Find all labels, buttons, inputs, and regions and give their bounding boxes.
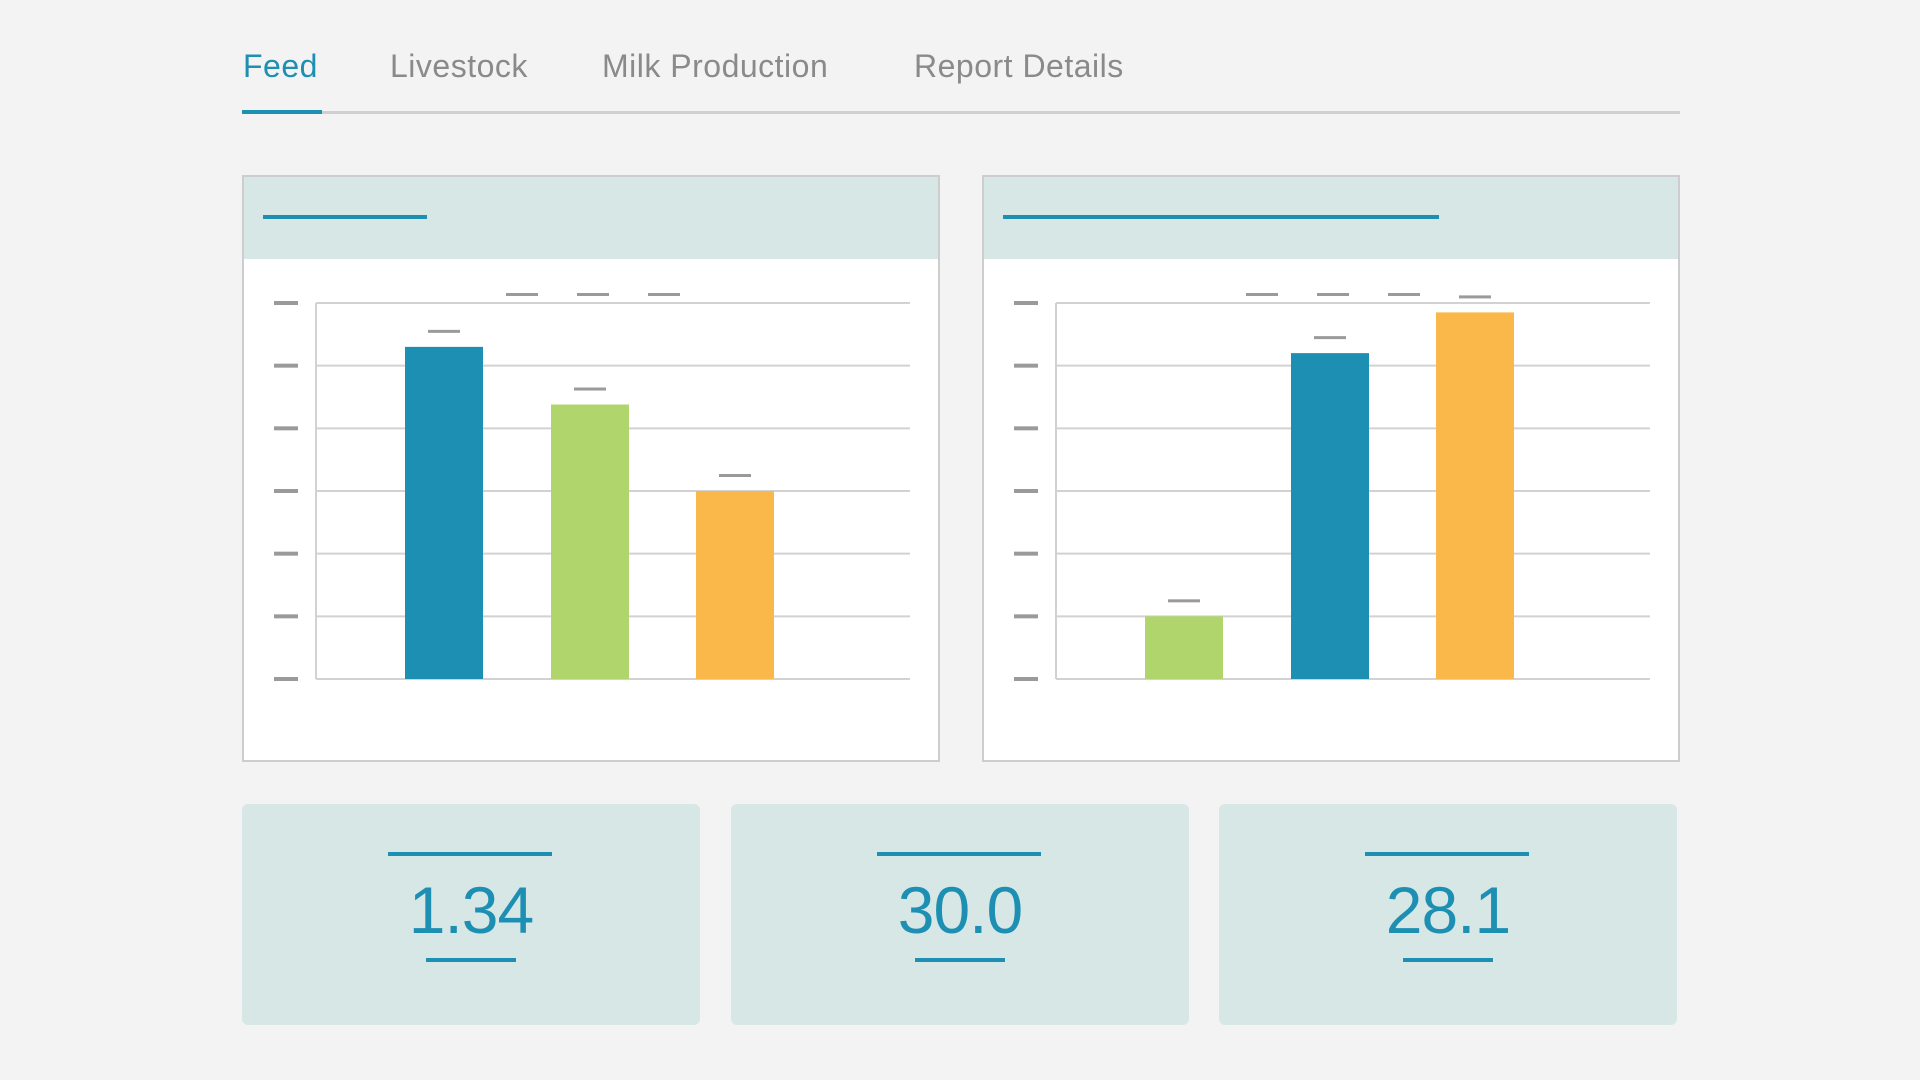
y-tick-label-placeholder: [1014, 677, 1038, 681]
chart-card-1-title-placeholder: [263, 215, 427, 219]
stat-card-1-value: 1.34: [408, 873, 534, 947]
stat-card-3: 28.1: [1219, 804, 1677, 1025]
y-tick-label-placeholder: [1014, 489, 1038, 493]
legend-label-placeholder-2: [577, 293, 609, 296]
stat-card-2-value: 30.0: [897, 873, 1023, 947]
legend-label-placeholder-2: [1317, 293, 1349, 296]
tab-livestock[interactable]: Livestock: [390, 48, 528, 85]
data-label-placeholder-2: [1314, 336, 1346, 340]
y-tick-label-placeholder: [1014, 551, 1038, 556]
stat-card-1-label-placeholder: [388, 852, 552, 856]
bar-3: [1436, 312, 1514, 679]
tab-feed-label: Feed: [243, 48, 318, 84]
chart-card-1: [242, 175, 940, 762]
y-tick-label-placeholder: [274, 551, 298, 556]
y-tick-label-placeholder: [1014, 363, 1038, 368]
stat-card-2-unit-placeholder: [915, 958, 1005, 962]
y-tick-label-placeholder: [274, 677, 298, 681]
bar-2: [1291, 353, 1369, 679]
legend-label-placeholder-3: [648, 293, 680, 296]
y-tick-label-placeholder: [274, 489, 298, 493]
tab-milk-production[interactable]: Milk Production: [602, 48, 828, 85]
data-label-placeholder-1: [1168, 599, 1200, 603]
chart-card-1-header: [244, 177, 938, 259]
legend-label-placeholder-1: [506, 293, 538, 296]
chart-card-2: [982, 175, 1680, 762]
data-label-placeholder-1: [428, 329, 460, 333]
tab-report-details[interactable]: Report Details: [914, 48, 1124, 85]
chart-2: [1014, 293, 1650, 681]
y-tick-label-placeholder: [274, 614, 298, 619]
y-tick-label-placeholder: [1014, 301, 1038, 305]
data-label-placeholder-2: [574, 387, 606, 391]
legend-label-placeholder-3: [1388, 293, 1420, 296]
chart-1: [274, 293, 910, 681]
stat-card-2-label-placeholder: [877, 852, 1041, 856]
legend-label-placeholder-1: [1246, 293, 1278, 296]
chart-card-2-title-placeholder: [1003, 215, 1439, 219]
tab-bar: Feed Livestock Milk Production Report De…: [242, 38, 1680, 114]
tab-report-details-label: Report Details: [914, 48, 1124, 84]
chart-card-2-header: [984, 177, 1678, 259]
stat-card-3-label-placeholder: [1365, 852, 1529, 856]
data-label-placeholder-3: [1459, 295, 1491, 299]
stat-card-2: 30.0: [731, 804, 1189, 1025]
stat-card-1: 1.34: [242, 804, 700, 1025]
stat-card-3-value: 28.1: [1385, 873, 1511, 947]
stat-card-1-unit-placeholder: [426, 958, 516, 962]
y-tick-label-placeholder: [1014, 614, 1038, 619]
y-tick-label-placeholder: [1014, 426, 1038, 431]
data-label-placeholder-3: [719, 474, 751, 477]
active-tab-indicator: [242, 110, 322, 114]
tab-feed[interactable]: Feed: [243, 48, 318, 85]
bar-3: [696, 491, 774, 679]
y-tick-label-placeholder: [274, 426, 298, 431]
stat-card-3-unit-placeholder: [1403, 958, 1493, 962]
bar-2: [551, 404, 629, 679]
tab-livestock-label: Livestock: [390, 48, 528, 84]
y-tick-label-placeholder: [274, 363, 298, 368]
y-tick-label-placeholder: [274, 301, 298, 305]
bar-1: [405, 346, 483, 679]
tab-milk-production-label: Milk Production: [602, 48, 829, 84]
bar-1: [1145, 616, 1223, 679]
